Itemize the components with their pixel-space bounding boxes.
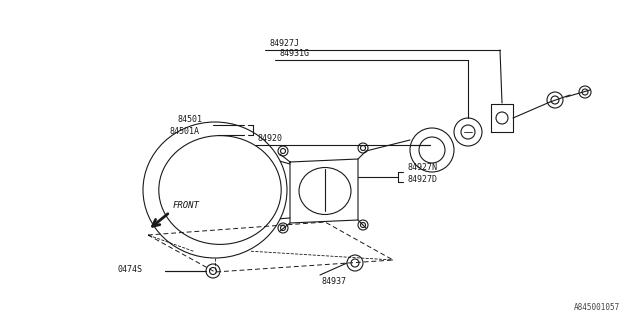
Text: 84920: 84920 xyxy=(258,134,283,143)
Text: 84931G: 84931G xyxy=(280,49,310,58)
Text: 84927D: 84927D xyxy=(408,174,438,183)
Text: 84501A: 84501A xyxy=(170,127,200,137)
Text: A845001057: A845001057 xyxy=(573,303,620,312)
Text: FRONT: FRONT xyxy=(173,201,200,210)
Text: 84927J: 84927J xyxy=(270,39,300,48)
Text: 84927N: 84927N xyxy=(408,163,438,172)
Text: 84501: 84501 xyxy=(178,116,203,124)
Text: 84937: 84937 xyxy=(322,277,347,286)
Text: 0474S: 0474S xyxy=(118,266,143,275)
